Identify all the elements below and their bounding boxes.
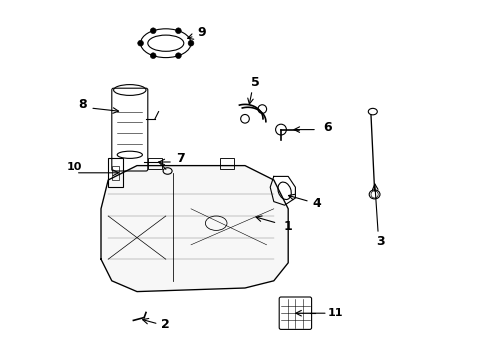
Text: 11: 11: [327, 308, 343, 318]
Circle shape: [150, 53, 156, 59]
Bar: [112, 166, 119, 180]
Text: 4: 4: [313, 197, 321, 210]
Circle shape: [175, 53, 181, 59]
Bar: [220, 158, 234, 169]
Bar: [108, 158, 122, 187]
Circle shape: [138, 40, 144, 46]
Text: 9: 9: [197, 26, 206, 39]
Polygon shape: [101, 166, 288, 292]
Bar: [148, 158, 162, 169]
Text: 5: 5: [251, 76, 260, 89]
Circle shape: [188, 40, 194, 46]
Text: 7: 7: [176, 152, 185, 165]
Text: 2: 2: [161, 318, 170, 330]
Text: 6: 6: [323, 121, 332, 134]
Text: 1: 1: [284, 220, 293, 233]
Text: 8: 8: [79, 98, 87, 111]
Circle shape: [175, 28, 181, 33]
Text: 10: 10: [66, 162, 82, 172]
Circle shape: [150, 28, 156, 33]
Text: 3: 3: [376, 235, 384, 248]
